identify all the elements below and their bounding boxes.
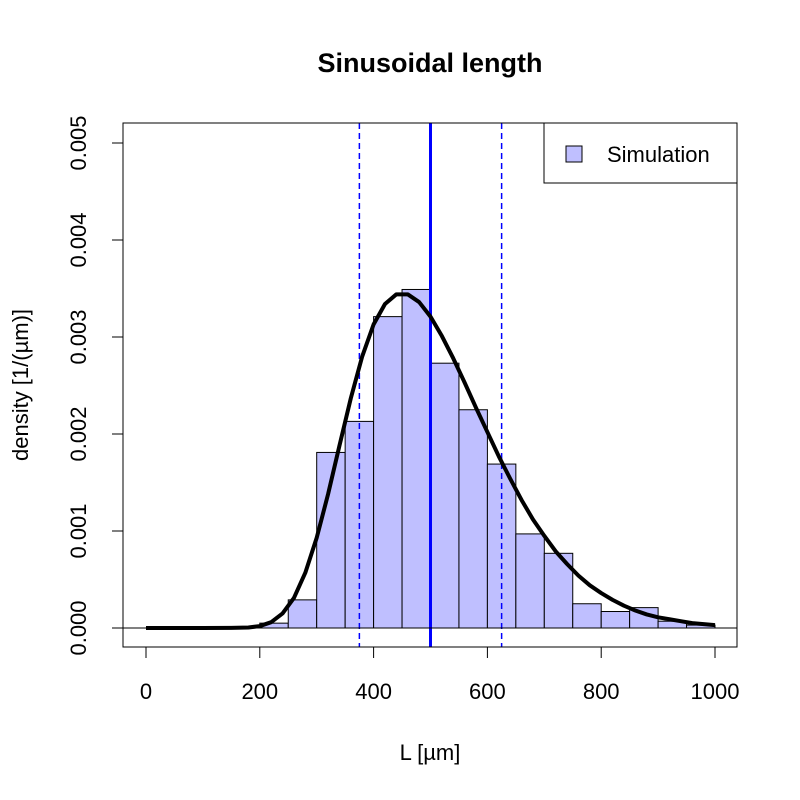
histogram-bar (515, 533, 545, 629)
histogram-bar (373, 316, 403, 629)
x-tick-label: 200 (241, 679, 278, 704)
histogram-bar (401, 288, 431, 629)
y-axis: 0.000 0.001 0.002 0.003 0.004 0.005 (66, 115, 124, 656)
y-tick-label: 0.005 (66, 115, 91, 170)
y-tick-label: 0.001 (66, 503, 91, 558)
x-tick-label: 0 (140, 679, 152, 704)
y-tick-label: 0.003 (66, 309, 91, 364)
x-tick-label: 600 (469, 679, 506, 704)
x-axis: 0 200 400 600 800 1000 (140, 646, 740, 704)
x-tick-label: 400 (355, 679, 392, 704)
x-axis-title: L [µm] (400, 740, 461, 765)
legend-label-simulation: Simulation (607, 142, 710, 167)
y-axis-title: density [1/(µm)] (8, 309, 33, 461)
density-curve (146, 292, 716, 630)
legend: Simulation (543, 122, 738, 184)
chart-title: Sinusoidal length (317, 48, 542, 78)
histogram-bar (600, 611, 631, 629)
histogram-bar (287, 599, 318, 629)
histogram-bar (458, 409, 488, 629)
legend-swatch (565, 145, 583, 163)
histogram-bars (259, 288, 716, 629)
x-tick-label: 1000 (691, 679, 740, 704)
y-tick-label: 0.000 (66, 600, 91, 655)
histogram-bar (430, 362, 460, 629)
reference-lines (358, 123, 503, 647)
y-tick-label: 0.004 (66, 212, 91, 267)
histogram-bar (572, 603, 602, 629)
y-tick-label: 0.002 (66, 406, 91, 461)
x-tick-label: 800 (583, 679, 620, 704)
